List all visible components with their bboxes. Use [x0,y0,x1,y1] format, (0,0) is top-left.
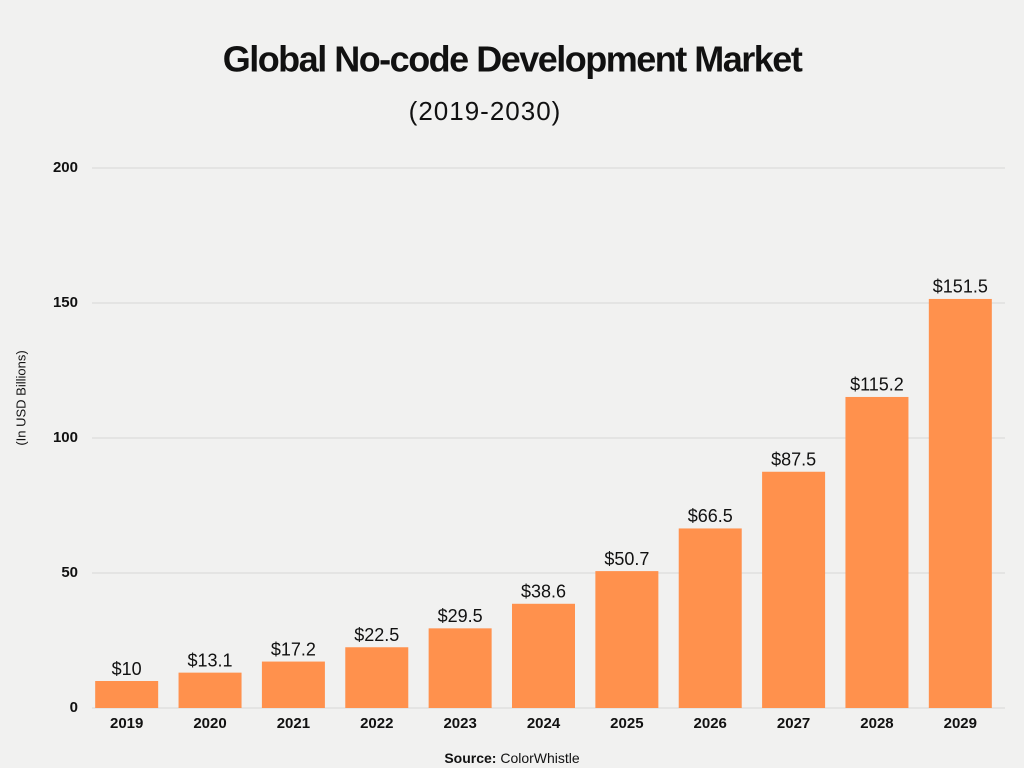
source-label: Source: [444,750,496,766]
bar [595,571,659,708]
x-tick-label: 2020 [193,715,226,732]
x-tick-label: 2022 [360,715,393,732]
data-label: $10 [112,659,142,679]
data-label: $38.6 [521,582,566,602]
y-tick-label: 50 [61,564,78,581]
data-label: $115.2 [850,375,904,395]
y-tick-label: 200 [53,159,78,176]
data-label: $151.5 [933,277,988,297]
x-tick-label: 2021 [277,715,310,732]
x-tick-label: 2027 [777,715,810,732]
bar [928,298,992,708]
y-tick-label: 100 [53,429,78,446]
source-name: ColorWhistle [500,750,580,766]
bar [678,528,742,708]
x-tick-label: 2023 [443,715,476,732]
chart-subtitle: (2019-2030) [409,96,562,126]
data-label: $22.5 [354,625,399,645]
bar [261,661,325,708]
source: Source: ColorWhistle [444,750,580,766]
data-label: $87.5 [771,450,816,470]
bar [178,672,242,708]
x-tick-label: 2026 [694,715,727,732]
data-label: $17.2 [271,639,316,659]
x-tick-label: 2029 [944,715,977,732]
bar [845,396,909,708]
x-tick-label: 2025 [610,715,643,732]
data-label: $50.7 [604,549,649,569]
data-label: $66.5 [688,506,733,526]
x-tick-label: 2024 [527,715,561,732]
y-tick-label: 0 [70,699,78,716]
chart-title: Global No-code Development Market [223,39,803,80]
bar [95,681,159,708]
bar [762,471,826,708]
data-label: $29.5 [438,606,483,626]
bar [428,628,492,708]
y-axis-label: (In USD Billions) [13,350,28,445]
y-tick-label: 150 [53,294,78,311]
bar [512,603,575,708]
bar [345,647,409,708]
x-tick-label: 2028 [860,715,893,732]
data-label: $13.1 [188,650,233,670]
x-tick-label: 2019 [110,715,143,732]
